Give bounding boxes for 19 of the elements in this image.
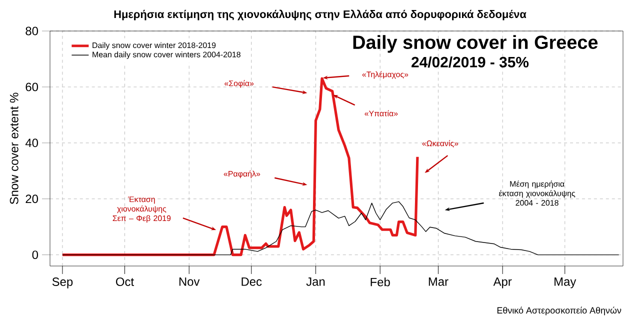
x-tick-label: Apr: [493, 278, 512, 288]
x-tick-label: Nov: [179, 278, 200, 286]
y-tick-label: 20: [26, 194, 38, 204]
y-tick-label: 80: [26, 26, 38, 36]
y-tick-label: 60: [26, 82, 38, 92]
x-tick-label: May: [554, 278, 576, 288]
y-tick-label: 0: [32, 250, 38, 260]
x-tick-label: Sep: [52, 278, 73, 288]
y-axis-title: Snow cover extent %: [10, 92, 18, 204]
x-tick-label: Dec: [242, 278, 262, 286]
annotation: Daily snow cover in Greece: [353, 35, 598, 53]
x-tick-label: Oct: [116, 278, 134, 286]
chart-title: Ημερήσια εκτίμηση της χιονοκάλυψης στην Ελλάδα από δορυφορικά δεδομένα: [114, 10, 526, 20]
x-tick-label: Mar: [428, 278, 448, 286]
y-tick-label: 40: [25, 138, 38, 148]
annotation: 24/02/2019 - 35%: [412, 56, 529, 68]
x-tick-label: Feb: [370, 278, 390, 286]
text: Εθνικό Αστεροσκοπείο Αθηνών: [497, 306, 622, 316]
x-tick-label: Jan: [306, 278, 325, 286]
